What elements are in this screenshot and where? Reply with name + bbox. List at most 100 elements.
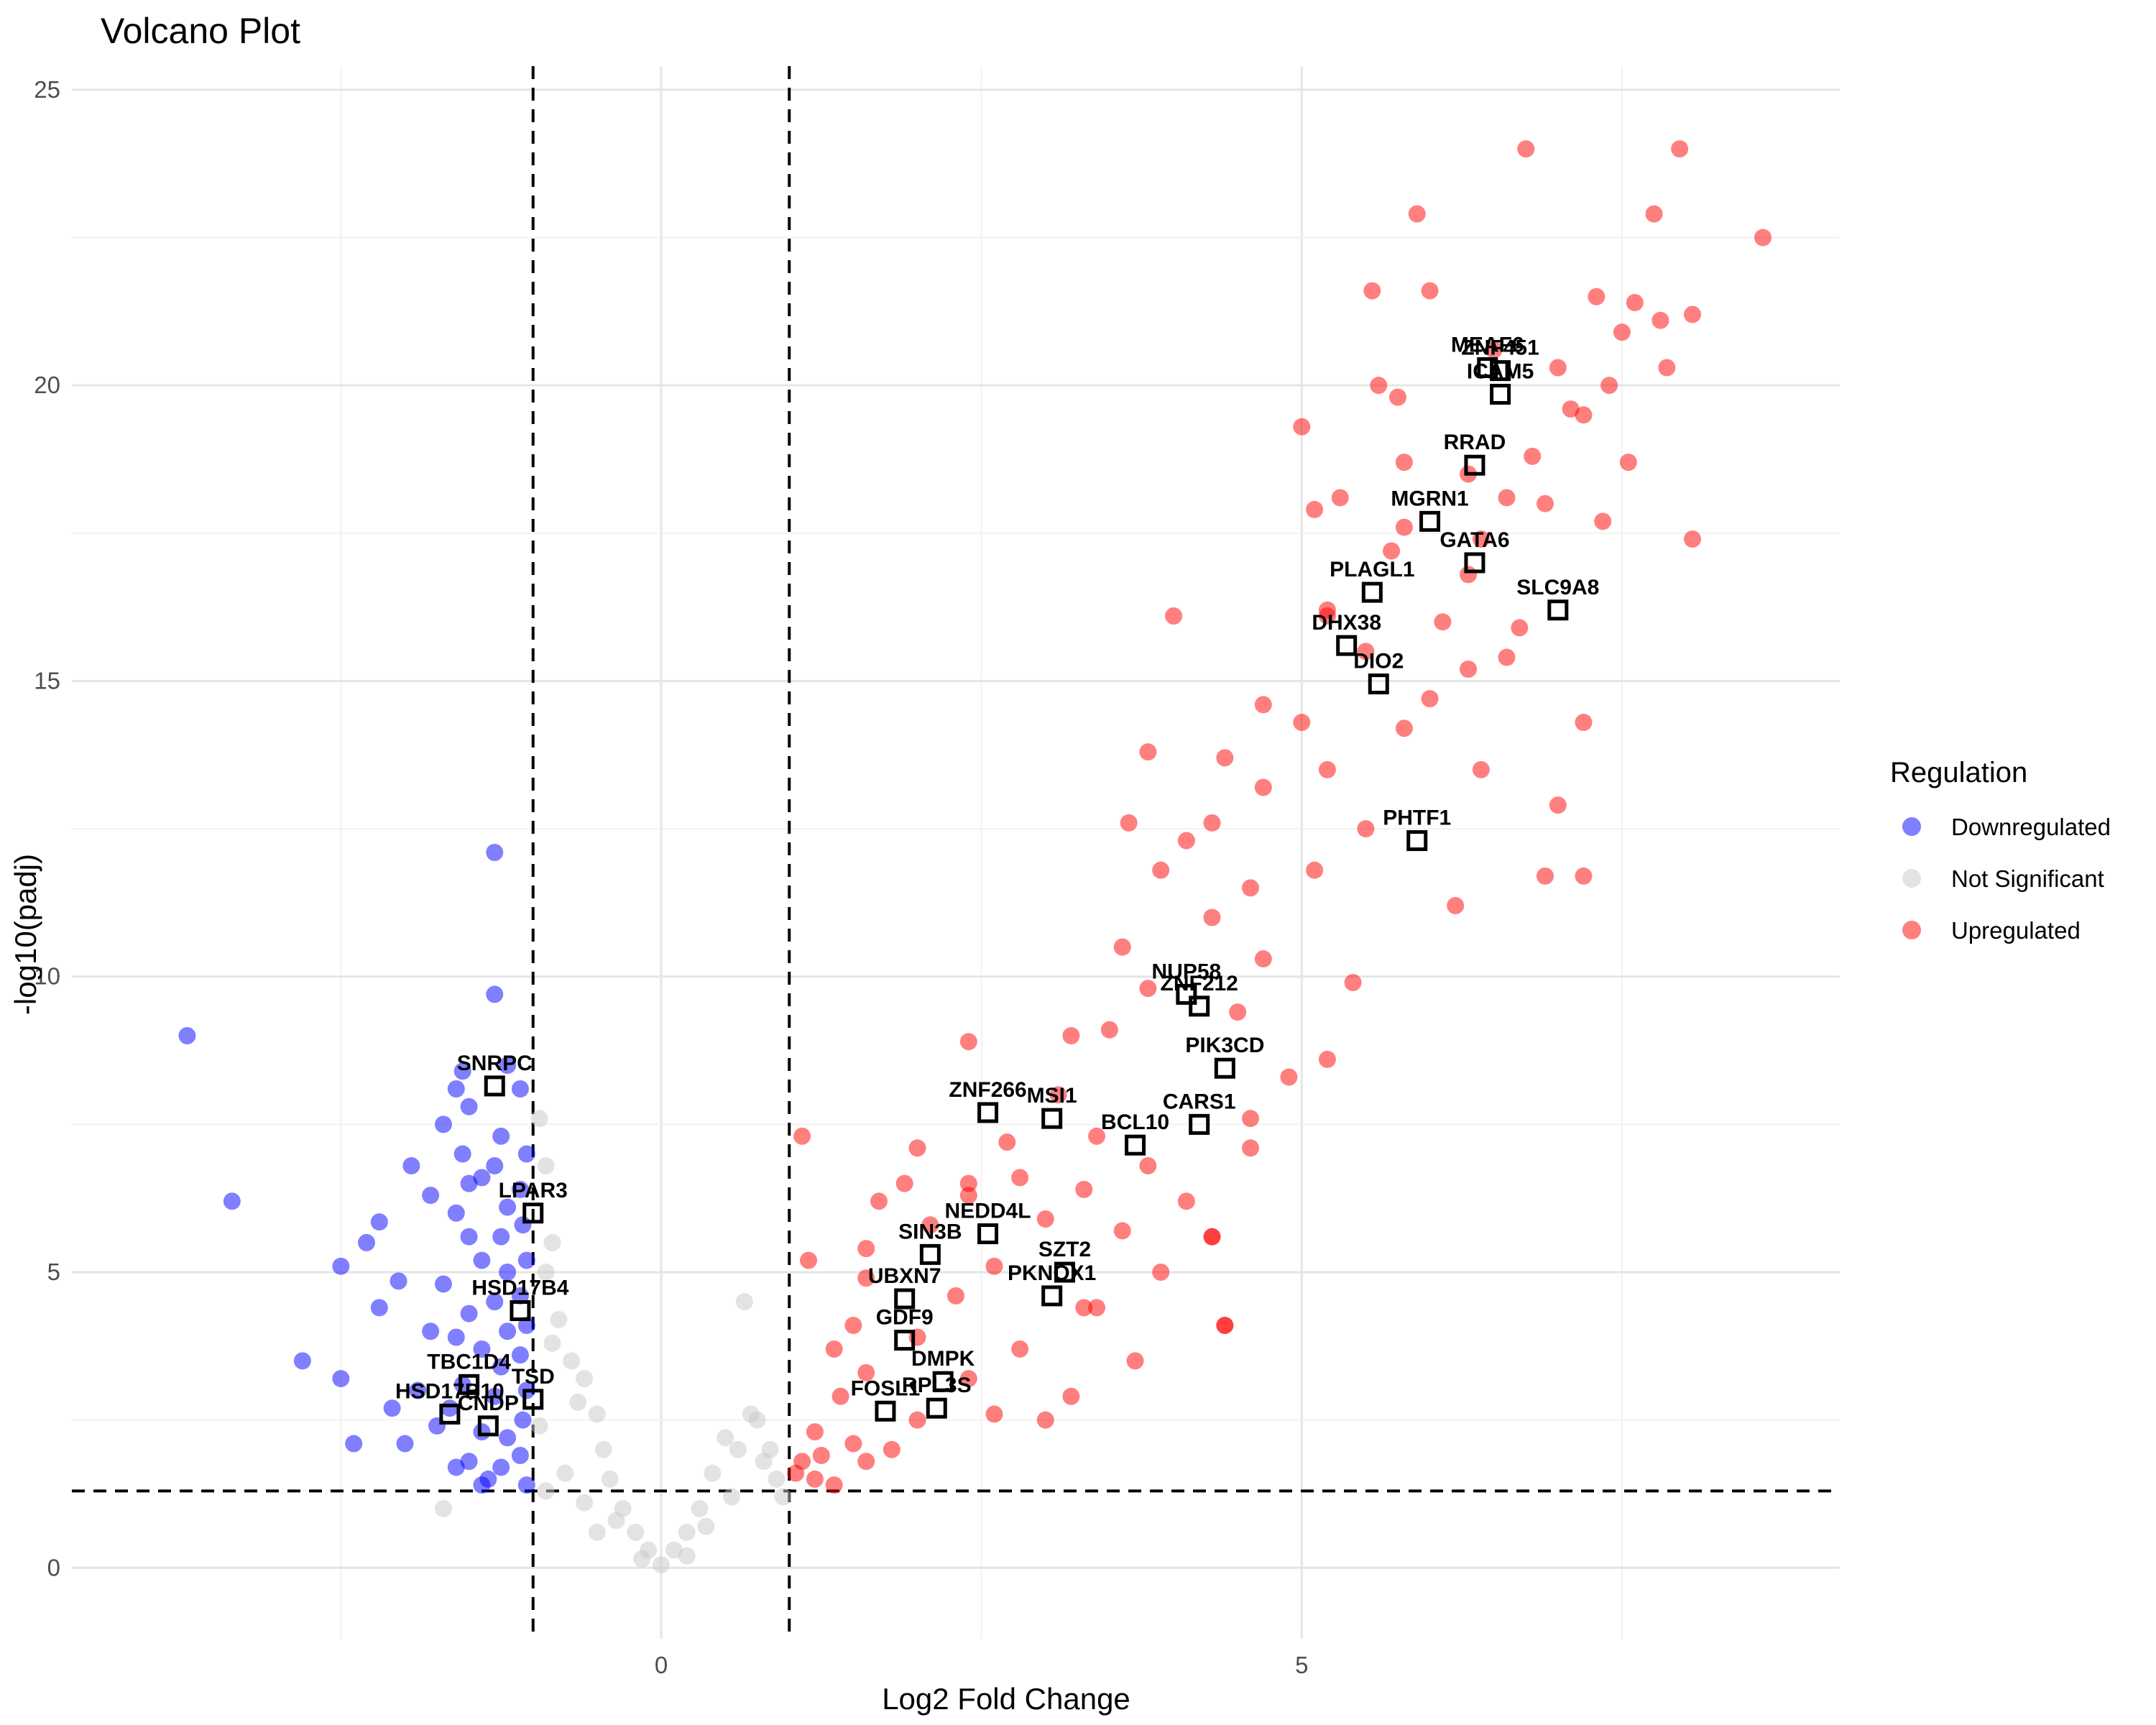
data-point xyxy=(959,1187,977,1205)
data-point xyxy=(537,1482,555,1500)
data-point xyxy=(1177,1192,1195,1210)
highlighted-gene-marker xyxy=(459,1374,480,1395)
data-point xyxy=(1254,950,1272,968)
data-point xyxy=(511,1080,529,1098)
highlighted-gene-marker xyxy=(875,1400,896,1422)
data-point xyxy=(748,1411,766,1429)
grid-layer xyxy=(72,66,1840,1639)
y-tick-label: 5 xyxy=(47,1259,60,1285)
data-point xyxy=(345,1435,363,1453)
highlighted-genes xyxy=(439,357,1569,1437)
data-point xyxy=(985,1257,1003,1275)
data-point xyxy=(390,1272,407,1290)
data-point xyxy=(1594,512,1612,530)
data-point xyxy=(607,1512,625,1530)
data-point xyxy=(1460,566,1478,584)
data-point xyxy=(1120,814,1138,832)
data-point xyxy=(1395,719,1413,737)
data-point xyxy=(1049,1086,1067,1104)
gene-label: DIO2 xyxy=(1353,650,1404,673)
gene-label: RPL3S xyxy=(902,1374,972,1397)
data-point xyxy=(1203,1228,1221,1246)
data-point xyxy=(473,1251,491,1269)
data-point xyxy=(422,1322,440,1340)
data-point xyxy=(1408,205,1426,223)
y-tick-label: 25 xyxy=(34,76,60,103)
data-point xyxy=(530,1417,548,1435)
data-point xyxy=(921,1216,939,1234)
data-point xyxy=(1421,690,1439,708)
data-point xyxy=(653,1556,670,1574)
data-point xyxy=(514,1411,532,1429)
data-point xyxy=(691,1500,709,1518)
y-axis-title: -log10(padj) xyxy=(9,854,42,1015)
data-point xyxy=(453,1145,471,1163)
data-point xyxy=(370,1213,388,1231)
data-point xyxy=(576,1370,594,1388)
data-point xyxy=(1485,341,1503,359)
data-point xyxy=(473,1340,491,1358)
gene-label: NEDD4L xyxy=(945,1200,1031,1223)
data-point xyxy=(1472,530,1490,548)
data-point xyxy=(1203,814,1221,832)
data-point xyxy=(511,1447,529,1465)
data-point xyxy=(537,1156,555,1174)
data-point xyxy=(1242,1139,1259,1157)
data-point xyxy=(556,1464,574,1482)
data-point xyxy=(550,1310,568,1328)
data-point xyxy=(768,1470,786,1488)
data-point xyxy=(793,1127,811,1145)
data-point xyxy=(453,1062,471,1080)
data-point xyxy=(1357,820,1375,838)
data-point xyxy=(1370,377,1388,395)
data-point xyxy=(1152,1264,1170,1282)
data-point xyxy=(434,1116,452,1133)
gene-label: LPAR3 xyxy=(499,1179,568,1202)
data-point xyxy=(486,1156,504,1174)
data-point xyxy=(1549,796,1567,814)
data-point xyxy=(499,1057,517,1075)
data-point xyxy=(293,1352,311,1370)
highlighted-gene-marker xyxy=(1490,384,1511,405)
data-point xyxy=(486,1387,504,1405)
data-point xyxy=(447,1204,465,1222)
data-point xyxy=(857,1269,875,1287)
data-point xyxy=(460,1228,478,1246)
gene-label: RRAD xyxy=(1444,431,1506,454)
highlighted-gene-marker xyxy=(439,1403,461,1425)
gene-label: BCL10 xyxy=(1101,1110,1169,1134)
gene-label: TBC1D4 xyxy=(427,1350,511,1374)
data-point xyxy=(1088,1127,1106,1145)
data-point xyxy=(576,1494,594,1512)
y-tick-label: 20 xyxy=(34,372,60,398)
highlighted-gene-marker xyxy=(932,1371,954,1392)
data-point xyxy=(1139,980,1157,998)
data-point xyxy=(492,1127,510,1145)
data-point xyxy=(486,844,504,861)
data-point xyxy=(460,1174,478,1192)
gene-label: GATA6 xyxy=(1439,528,1509,552)
gene-label: PIK3CD xyxy=(1185,1034,1264,1057)
data-point xyxy=(492,1358,510,1376)
gene-label: UBXN7 xyxy=(868,1264,941,1288)
data-point xyxy=(1460,661,1478,678)
highlighted-gene-marker xyxy=(919,1243,941,1265)
data-point xyxy=(1658,359,1676,377)
data-point xyxy=(1254,778,1272,796)
data-point xyxy=(959,1370,977,1388)
data-point xyxy=(1498,648,1516,666)
data-point xyxy=(594,1440,612,1458)
data-point xyxy=(223,1192,241,1210)
data-point xyxy=(1318,760,1336,778)
data-point xyxy=(428,1417,446,1435)
data-point xyxy=(517,1476,535,1494)
tick-labels: 0 5 0 5 10 15 20 25 xyxy=(34,76,1308,1678)
data-point xyxy=(812,1447,830,1465)
data-point xyxy=(1242,879,1259,897)
legend-swatch xyxy=(1902,921,1921,939)
highlighted-gene-marker xyxy=(926,1397,947,1419)
data-point xyxy=(1600,377,1618,395)
data-point xyxy=(857,1240,875,1258)
data-point xyxy=(1447,897,1465,915)
